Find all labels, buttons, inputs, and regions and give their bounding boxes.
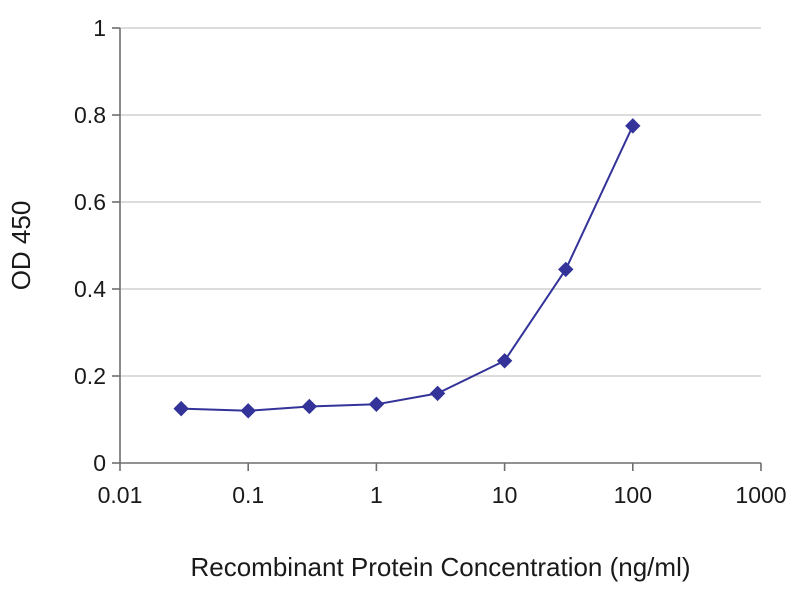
svg-text:0.4: 0.4 bbox=[74, 276, 106, 302]
x-tick-labels: 0.01 0.1 1 10 100 1000 bbox=[98, 482, 787, 508]
svg-text:0.6: 0.6 bbox=[74, 189, 106, 215]
svg-text:1: 1 bbox=[93, 15, 106, 41]
data-series bbox=[173, 118, 641, 419]
x-axis-title: Recombinant Protein Concentration (ng/ml… bbox=[190, 552, 690, 582]
y-tick-labels: 0 0.2 0.4 0.6 0.8 1 bbox=[74, 15, 106, 476]
svg-text:0: 0 bbox=[93, 450, 106, 476]
svg-text:1: 1 bbox=[370, 482, 383, 508]
svg-text:100: 100 bbox=[614, 482, 652, 508]
gridlines bbox=[120, 27, 761, 377]
axes bbox=[119, 28, 761, 464]
y-axis-title: OD 450 bbox=[6, 201, 36, 291]
svg-text:0.01: 0.01 bbox=[98, 482, 143, 508]
svg-text:10: 10 bbox=[492, 482, 518, 508]
svg-text:0.8: 0.8 bbox=[74, 102, 106, 128]
tick-marks bbox=[112, 27, 762, 471]
svg-text:0.1: 0.1 bbox=[232, 482, 264, 508]
svg-text:1000: 1000 bbox=[735, 482, 786, 508]
svg-text:0.2: 0.2 bbox=[74, 363, 106, 389]
